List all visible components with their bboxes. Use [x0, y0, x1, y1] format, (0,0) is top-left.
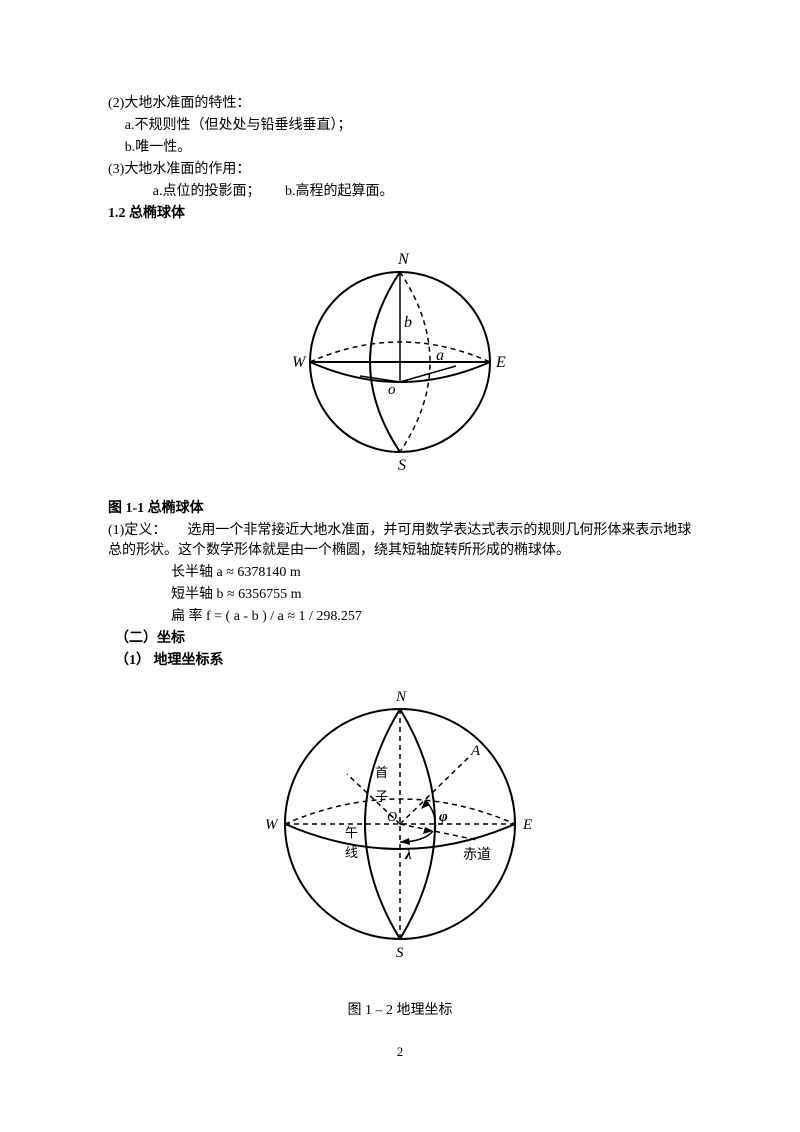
label-W: W: [292, 354, 307, 371]
section-1-2-title: 1.2 总椭球体: [108, 202, 692, 222]
para-2-heading: (2)大地水准面的特性：: [108, 92, 692, 112]
label-E-2: E: [522, 817, 532, 833]
geo-coords-diagram-svg: N S W E O A φ λ 首 子 午 线 赤道: [245, 679, 555, 989]
section-coords-title: （二）坐标: [108, 627, 692, 647]
figure-1-1-caption: 图 1-1 总椭球体: [108, 497, 692, 517]
label-phi: φ: [439, 809, 448, 825]
figure-1-2: N S W E O A φ λ 首 子 午 线 赤道 图 1 – 2 地理坐标: [108, 679, 692, 1019]
ellipsoid-diagram-svg: N S W E a b o: [280, 232, 520, 482]
label-b: b: [404, 314, 412, 331]
para-3b: b.高程的起算面。: [285, 184, 394, 199]
para-2a: a.不规则性（但处处与铅垂线垂直）；: [108, 114, 692, 134]
label-meridian-2: 子: [375, 789, 388, 804]
definition-1-text: 选用一个非常接近大地水准面，并可用数学表达式表示的规则几何形体来表示地球总的形状…: [108, 523, 691, 558]
label-meridian-1: 首: [375, 765, 388, 780]
label-E: E: [495, 354, 506, 371]
label-lambda: λ: [404, 847, 412, 863]
section-geo-coords-title: （1） 地理坐标系: [108, 649, 692, 669]
short-semi-axis: 短半轴 b ≈ 6356755 m: [108, 583, 692, 603]
definition-1: (1)定义： 选用一个非常接近大地水准面，并可用数学表达式表示的规则几何形体来表…: [108, 519, 692, 559]
label-equator: 赤道: [463, 847, 491, 863]
label-O-2: O: [387, 810, 397, 825]
label-meridian-4: 线: [345, 845, 358, 860]
para-2b: b.唯一性。: [108, 136, 692, 156]
label-N-2: N: [395, 689, 407, 705]
para-3a: a.点位的投影面；: [153, 184, 261, 199]
label-a: a: [436, 347, 444, 364]
label-N: N: [397, 251, 410, 268]
para-3-heading: (3)大地水准面的作用：: [108, 158, 692, 178]
figure-1-2-caption: 图 1 – 2 地理坐标: [108, 999, 692, 1019]
figure-1-1: N S W E a b o: [108, 232, 692, 487]
definition-1-label: (1)定义：: [108, 523, 166, 538]
label-A-2: A: [470, 743, 481, 759]
label-S-2: S: [396, 945, 404, 961]
para-3-inline: a.点位的投影面； b.高程的起算面。: [108, 180, 692, 200]
label-meridian-3: 午: [345, 825, 358, 840]
page-number: 2: [108, 1044, 692, 1060]
label-S: S: [398, 457, 406, 474]
long-semi-axis: 长半轴 a ≈ 6378140 m: [108, 561, 692, 581]
label-W-2: W: [265, 817, 279, 833]
flattening: 扁 率 f = ( a - b ) / a ≈ 1 / 298.257: [108, 605, 692, 625]
label-o: o: [388, 382, 396, 398]
